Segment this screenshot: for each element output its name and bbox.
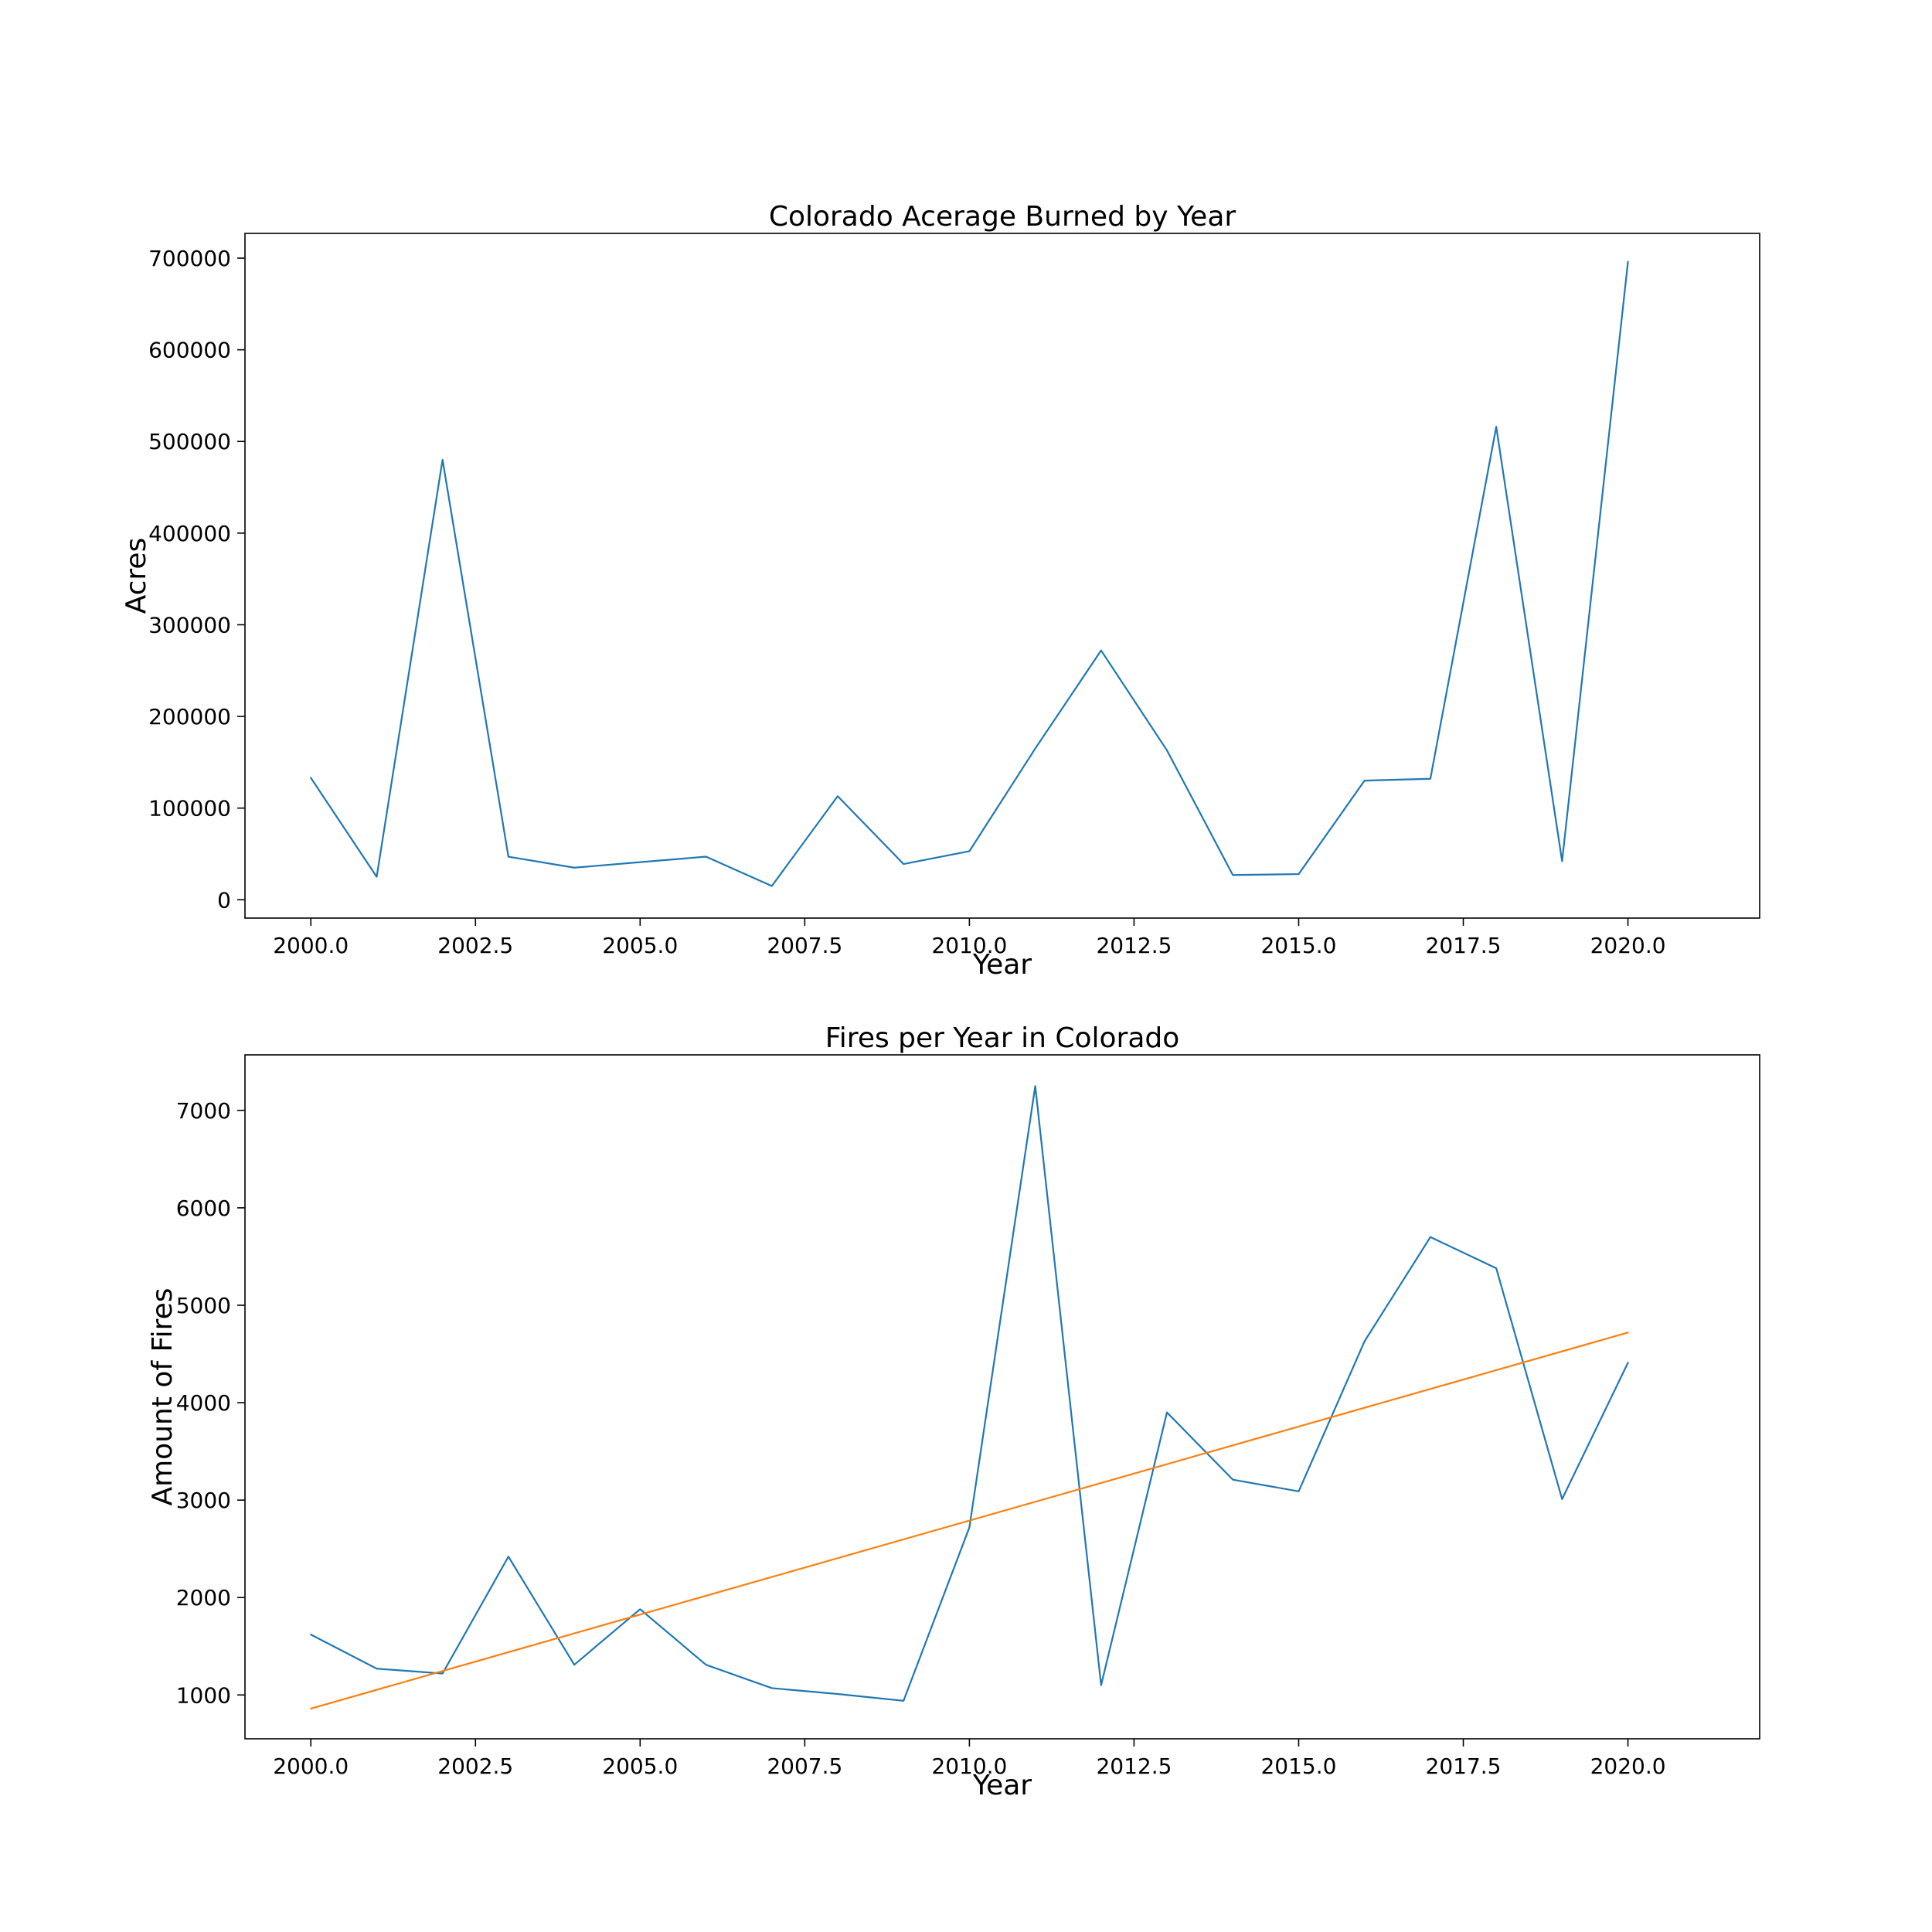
y-tick-label: 200000 xyxy=(148,704,231,730)
x-tick-label: 2007.5 xyxy=(767,933,842,958)
x-tick-label: 2020.0 xyxy=(1590,933,1666,958)
x-axis-label: Year xyxy=(972,949,1032,981)
x-axis-ticks: 2000.0 2002.5 2005.0 2007.5 2010.0 2012.5 2015… xyxy=(273,1739,1666,1779)
y-axis-ticks: 0 100000 200000 300000 400000 500000 600000 700… xyxy=(148,246,245,913)
x-tick-label: 2005.0 xyxy=(602,1753,678,1779)
y-tick-label: 1000 xyxy=(176,1682,231,1708)
x-tick-label: 2020.0 xyxy=(1590,1753,1666,1779)
x-tick-label: 2012.5 xyxy=(1096,933,1172,958)
x-tick-label: 2012.5 xyxy=(1096,1753,1172,1779)
series-layer xyxy=(310,1085,1629,1710)
y-tick-label: 600000 xyxy=(148,338,231,363)
data-series-line xyxy=(310,260,1629,887)
y-tick-label: 0 xyxy=(217,887,231,913)
y-tick-label: 500000 xyxy=(148,429,231,454)
series-layer xyxy=(310,260,1629,887)
x-tick-label: 2000.0 xyxy=(273,1753,349,1779)
y-tick-label: 7000 xyxy=(176,1098,231,1124)
chart-title: Fires per Year in Colorado xyxy=(825,1022,1180,1054)
x-tick-label: 2015.0 xyxy=(1260,933,1336,958)
y-axis-label: Acres xyxy=(121,538,152,614)
y-tick-label: 5000 xyxy=(176,1293,231,1318)
x-tick-label: 2010.0 xyxy=(931,1753,1007,1779)
y-tick-label: 2000 xyxy=(176,1585,231,1611)
x-tick-label: 2017.5 xyxy=(1426,1753,1502,1779)
y-axis-label: Amount of Fires xyxy=(147,1287,179,1505)
fires-per-year-chart: Fires per Year in Colorado 2000.0 2002.5 2… xyxy=(147,1022,1760,1801)
x-tick-label: 2002.5 xyxy=(437,933,513,958)
y-tick-label: 6000 xyxy=(176,1196,231,1221)
plot-area-frame xyxy=(244,1054,1760,1740)
y-tick-label: 3000 xyxy=(176,1488,231,1513)
x-tick-label: 2017.5 xyxy=(1426,933,1502,958)
y-axis-ticks: 1000 2000 3000 4000 5000 6000 7000 xyxy=(176,1098,245,1708)
x-axis-label: Year xyxy=(972,1770,1032,1801)
y-tick-label: 4000 xyxy=(176,1390,231,1416)
x-tick-label: 2010.0 xyxy=(931,933,1007,958)
trend-line xyxy=(310,1332,1629,1710)
x-tick-label: 2015.0 xyxy=(1260,1753,1336,1779)
plot-area-frame xyxy=(244,233,1760,919)
x-tick-label: 2005.0 xyxy=(602,933,678,958)
data-series-line xyxy=(310,1085,1629,1702)
y-tick-label: 300000 xyxy=(148,612,231,638)
chart-title: Colorado Acerage Burned by Year xyxy=(769,201,1236,233)
y-tick-label: 100000 xyxy=(148,796,231,821)
y-tick-label: 700000 xyxy=(148,246,231,271)
x-tick-label: 2000.0 xyxy=(273,933,349,958)
acres-burned-chart: Colorado Acerage Burned by Year 2000.0 20… xyxy=(121,201,1760,981)
x-tick-label: 2007.5 xyxy=(767,1753,842,1779)
y-tick-label: 400000 xyxy=(148,521,231,546)
x-axis-ticks: 2000.0 2002.5 2005.0 2007.5 2010.0 2012.5 2015… xyxy=(273,918,1666,958)
x-tick-label: 2002.5 xyxy=(437,1753,513,1779)
